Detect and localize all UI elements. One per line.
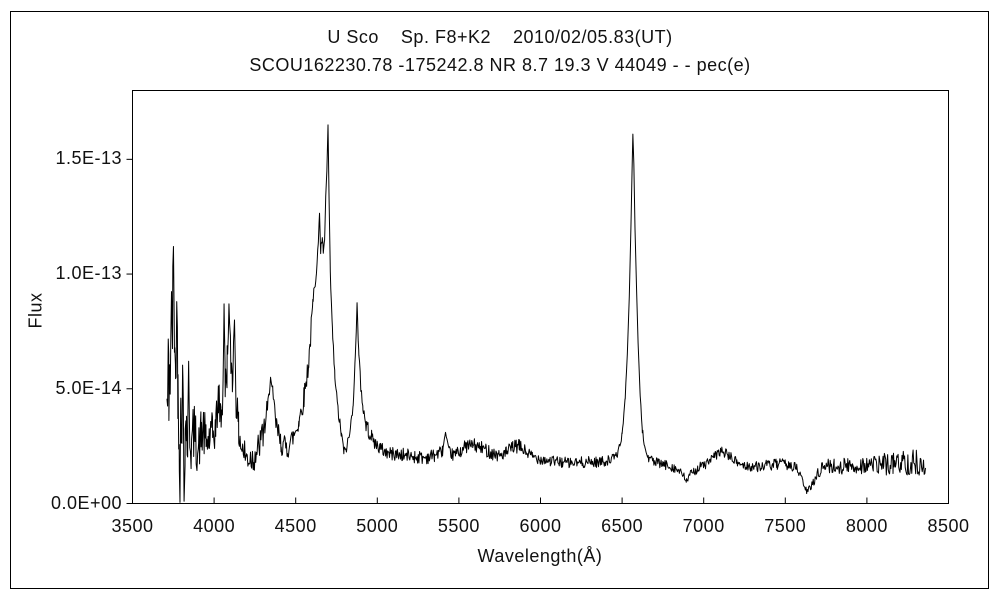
x-tick-label: 5500 (437, 516, 480, 536)
y-tick-label: 0.0E+00 (50, 492, 122, 513)
chart-subtitle: SCOU162230.78 -175242.8 NR 8.7 19.3 V 44… (249, 55, 751, 75)
x-tick-label: 4000 (193, 516, 236, 536)
plot-frame (132, 90, 949, 504)
chart-title: U Sco Sp. F8+K2 2010/02/05.83(UT) (327, 27, 673, 47)
x-tick-label: 8000 (845, 516, 888, 536)
x-tick-label: 3500 (111, 516, 154, 536)
x-tick-label: 8500 (927, 516, 970, 536)
y-tick-label: 1.5E-13 (55, 148, 122, 169)
y-tick-label: 5.0E-14 (55, 377, 122, 398)
x-axis-label: Wavelength(Å) (477, 546, 603, 566)
x-tick-label: 6500 (601, 516, 644, 536)
x-tick-label: 4500 (274, 516, 317, 536)
y-tick-label: 1.0E-13 (55, 263, 122, 284)
figure-border (10, 11, 989, 589)
spectrum-line (166, 124, 926, 503)
x-axis-ticks (132, 497, 949, 504)
x-tick-label: 7000 (682, 516, 725, 536)
y-axis-ticks (126, 158, 133, 504)
x-tick-label: 6000 (519, 516, 562, 536)
x-tick-label: 5000 (356, 516, 399, 536)
x-tick-label: 7500 (764, 516, 807, 536)
